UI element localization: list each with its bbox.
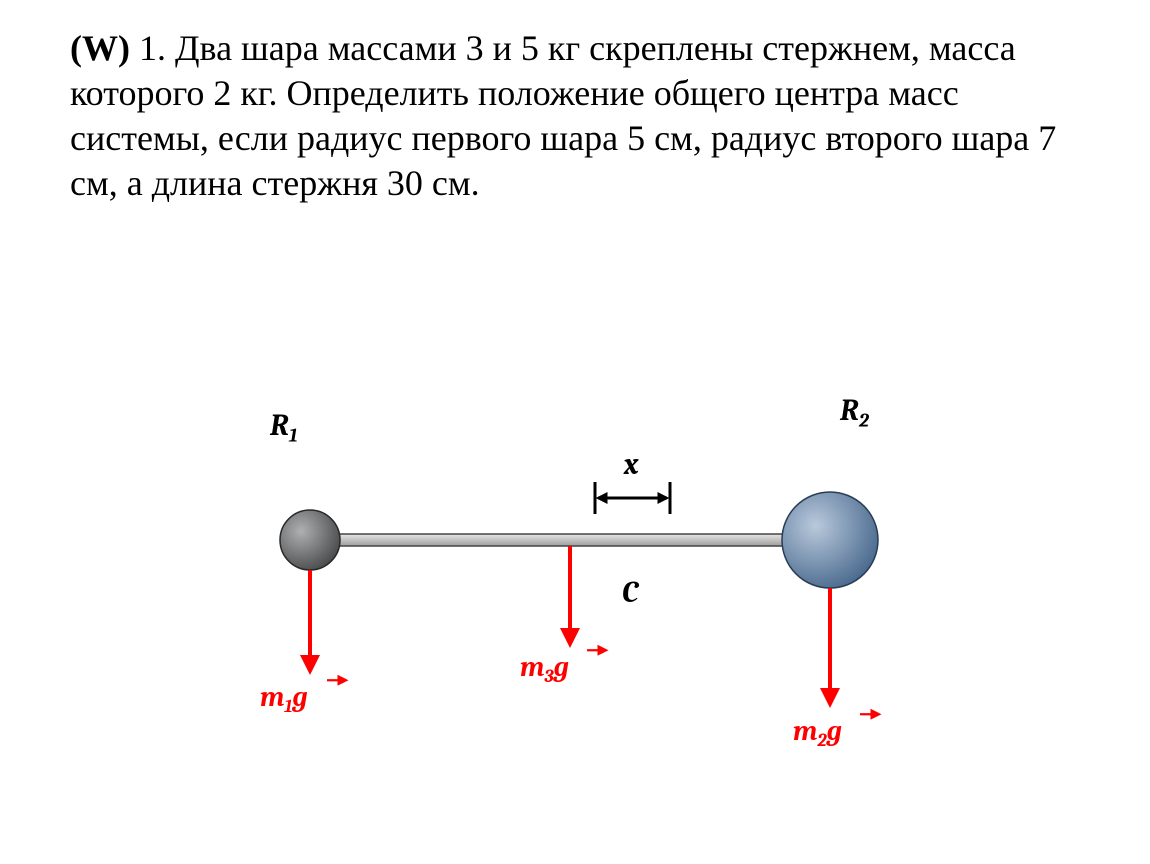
svg-text:m1g: m1g — [260, 681, 308, 717]
svg-text:m3g: m3g — [520, 651, 569, 687]
ball-left — [280, 510, 340, 570]
svg-text:x: x — [623, 447, 639, 482]
svg-text:R2: R2 — [839, 393, 870, 432]
physics-diagram: R1 R2 x Cm1g m2g m3g — [0, 0, 1150, 864]
rod — [315, 534, 805, 546]
ball-right — [782, 492, 878, 588]
svg-text:C: C — [622, 575, 640, 610]
force-arrows — [310, 546, 830, 698]
svg-text:m2g: m2g — [793, 715, 842, 751]
x-offset-marker — [595, 482, 670, 514]
svg-text:R1: R1 — [269, 408, 297, 447]
